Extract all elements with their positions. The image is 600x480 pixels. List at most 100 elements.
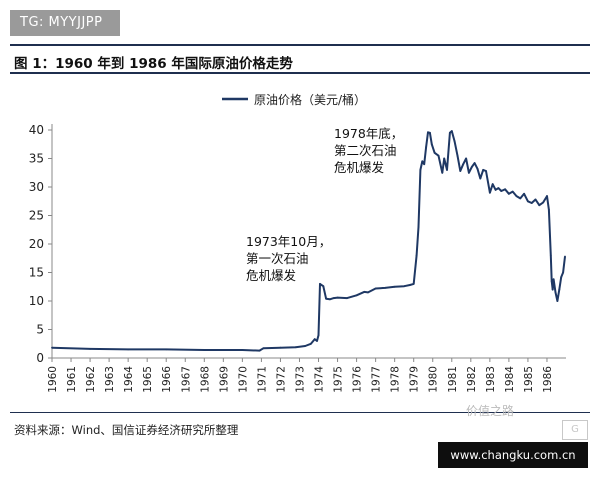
series-point xyxy=(304,345,307,347)
x-tick-label: 1967 xyxy=(180,366,192,393)
x-tick-label: 1972 xyxy=(275,366,287,393)
x-tick-label: 1975 xyxy=(333,366,345,393)
x-tick-label: 1977 xyxy=(371,366,383,393)
series-point xyxy=(548,208,550,211)
series-point xyxy=(89,348,91,350)
series-point xyxy=(443,157,446,160)
series-point xyxy=(508,192,510,195)
series-point xyxy=(549,254,552,257)
series-point xyxy=(363,291,366,293)
series-point xyxy=(523,192,525,195)
series-point xyxy=(417,226,420,228)
x-tick-label: 1981 xyxy=(447,366,459,393)
y-tick-label: 5 xyxy=(36,323,44,337)
annotation-line: 第二次石油 xyxy=(334,143,397,158)
series-point xyxy=(551,288,554,291)
source-rule xyxy=(10,412,590,413)
y-tick-label: 35 xyxy=(29,152,44,166)
series-point xyxy=(519,197,522,200)
series-point xyxy=(241,349,244,351)
series-point xyxy=(437,154,440,157)
x-tick-label: 1979 xyxy=(409,366,421,393)
series-point xyxy=(419,169,422,171)
y-tick-label: 20 xyxy=(29,237,44,251)
x-tick-label: 1968 xyxy=(199,366,211,393)
x-tick-label: 1983 xyxy=(485,366,497,393)
wechat-logo-icon: G xyxy=(562,420,588,440)
series-point xyxy=(534,198,537,201)
series-point xyxy=(482,169,485,171)
series-point xyxy=(453,140,456,143)
series-point xyxy=(564,255,566,258)
legend-label: 原油价格（美元/桶） xyxy=(254,92,366,107)
series-point xyxy=(456,154,459,157)
series-point xyxy=(558,288,561,291)
series-point xyxy=(554,291,557,294)
series-point xyxy=(325,297,327,300)
y-tick-label: 15 xyxy=(29,266,44,280)
series-point xyxy=(393,285,396,288)
series-point xyxy=(449,131,451,134)
series-point xyxy=(415,254,418,257)
series-point xyxy=(127,348,129,351)
series-point xyxy=(515,195,518,198)
series-point xyxy=(279,346,282,349)
series-point xyxy=(504,188,506,191)
series-point xyxy=(317,334,320,337)
x-tick-label: 1966 xyxy=(161,366,173,393)
chart-legend: 原油价格（美元/桶） xyxy=(222,92,366,107)
x-tick-label: 1970 xyxy=(237,366,249,393)
series-point xyxy=(485,170,487,172)
series-point xyxy=(552,278,555,281)
series-point xyxy=(530,202,533,204)
x-tick-label: 1965 xyxy=(142,366,154,393)
series-point xyxy=(479,177,482,180)
series-point xyxy=(470,166,473,168)
series-point xyxy=(346,297,348,299)
series-point xyxy=(425,146,427,149)
x-tick-label: 1978 xyxy=(390,366,402,393)
series-point xyxy=(355,294,358,297)
chart-series-layer xyxy=(51,130,566,352)
series-point xyxy=(511,190,514,193)
series-point xyxy=(409,284,411,286)
series-point xyxy=(316,340,318,342)
x-tick-label: 1985 xyxy=(523,366,535,393)
series-point xyxy=(313,338,316,341)
series-point xyxy=(165,348,168,351)
series-point xyxy=(403,285,406,288)
y-tick-label: 10 xyxy=(29,294,44,308)
series-point xyxy=(465,157,467,160)
x-tick-label: 1980 xyxy=(428,366,440,393)
y-tick-label: 30 xyxy=(29,180,44,194)
annotation-line: 第一次石油 xyxy=(246,251,309,266)
series-point xyxy=(336,296,339,299)
x-tick-label: 1960 xyxy=(47,366,59,393)
series-point xyxy=(203,349,206,351)
annotation-line: 危机爆发 xyxy=(334,160,385,175)
series-point xyxy=(489,191,491,194)
x-tick-label: 1976 xyxy=(352,366,364,393)
y-tick-label: 0 xyxy=(36,351,44,365)
series-point xyxy=(538,204,541,207)
series-point xyxy=(494,188,497,191)
x-tick-label: 1974 xyxy=(314,366,326,393)
x-tick-label: 1963 xyxy=(104,366,116,393)
x-tick-label: 1971 xyxy=(256,366,268,393)
series-point xyxy=(374,287,377,290)
series-point xyxy=(322,285,325,288)
series-point xyxy=(468,171,470,174)
source-note: 资料来源：Wind、国信证券经济研究所整理 xyxy=(14,423,239,437)
y-tick-label: 25 xyxy=(29,209,44,223)
series-point xyxy=(310,342,312,345)
annotation-text: 1978年底， 第二次石油危机爆发 xyxy=(334,126,403,175)
series-point xyxy=(429,131,431,134)
series-point xyxy=(476,167,479,170)
series-point xyxy=(262,347,265,350)
x-tick-label: 1982 xyxy=(466,366,478,393)
annotation-line: 危机爆发 xyxy=(246,268,297,283)
series-point xyxy=(546,195,548,198)
x-tick-label: 1964 xyxy=(123,366,135,393)
